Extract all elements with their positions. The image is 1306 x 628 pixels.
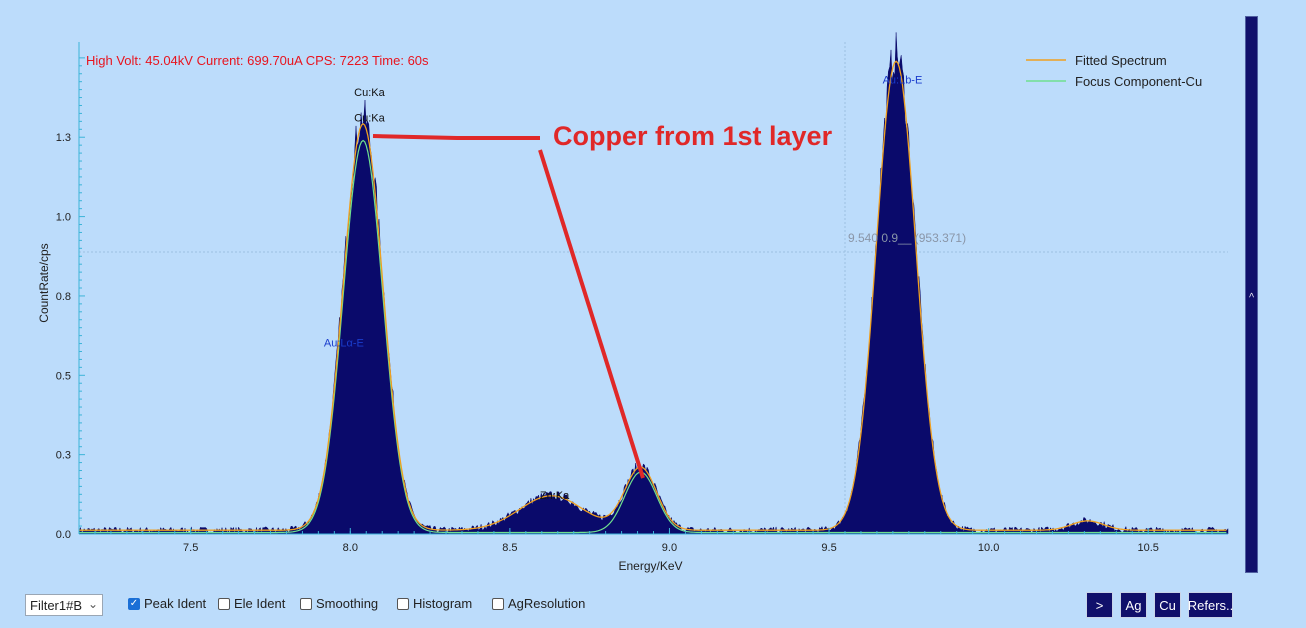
x-tick-label: 8.5: [502, 542, 517, 554]
next-button[interactable]: >: [1086, 592, 1113, 618]
spectrum-area: [78, 32, 1229, 535]
chevron-down-icon: ⌄: [87, 597, 98, 611]
side-panel-toggle[interactable]: <: [1245, 16, 1258, 573]
annotation: Copper from 1st layer: [372, 121, 833, 479]
y-axis-title: CountRate/cps: [37, 243, 51, 322]
checkbox-box: [397, 597, 409, 610]
y-tick-label: 1.0: [56, 212, 71, 224]
annotation-line: [372, 134, 540, 140]
focus-component-line: [79, 139, 1227, 534]
peak-label: Cu:Ka: [354, 87, 385, 99]
y-tick-label: 0.3: [56, 450, 71, 462]
legend-fitted-label: Fitted Spectrum: [1075, 53, 1167, 68]
x-tick-label: 10.5: [1137, 542, 1158, 554]
y-tick-label: 0.8: [56, 291, 71, 303]
checkbox-label: AgResolution: [508, 596, 586, 611]
ag-button[interactable]: Ag: [1120, 592, 1147, 618]
legend: Fitted Spectrum Focus Component-Cu: [1026, 53, 1202, 89]
spectrum-chart[interactable]: 0.0 0.3 0.5 0.8 1.0 1.3 7.5 8.0 8.5 9.0 9.5 10.0 10.…: [0, 0, 1245, 588]
checkbox-label: Histogram: [413, 596, 473, 611]
peak-label: Zn:Ka: [540, 490, 570, 502]
axes: 0.0 0.3 0.5 0.8 1.0 1.3 7.5 8.0 8.5 9.0 9.5 10.0 10.…: [37, 42, 1228, 573]
x-tick-label: 9.5: [821, 542, 836, 554]
peak-label: Cu:Ka: [354, 112, 385, 124]
annotation-arrow-line: [538, 149, 645, 479]
checkbox-box: [218, 597, 230, 610]
checkbox-label: Peak Ident: [144, 596, 207, 611]
y-tick-label: 0.0: [56, 529, 71, 541]
checkbox-box: ✓: [128, 597, 140, 610]
filter-select[interactable]: Filter1#B ⌄: [25, 594, 103, 616]
cu-button[interactable]: Cu: [1154, 592, 1181, 618]
checkbox-label: Ele Ident: [234, 596, 286, 611]
checkbox-histogram[interactable]: Histogram: [397, 596, 472, 611]
fitted-spectrum-line: [79, 60, 1227, 531]
checkbox-label: Smoothing: [316, 596, 379, 611]
y-tick-label: 1.3: [56, 132, 71, 144]
x-axis-title: Energy/KeV: [618, 559, 682, 573]
side-toggle-glyph: <: [1246, 291, 1257, 298]
annotation-text: Copper from 1st layer: [553, 121, 833, 151]
peak-label: Au:Lα-E: [324, 338, 364, 350]
x-tick-label: 10.0: [978, 542, 999, 554]
x-tick-label: 7.5: [183, 542, 198, 554]
spectrum-fill: [78, 32, 1229, 535]
checkbox-peak-ident[interactable]: ✓ Peak Ident: [128, 596, 206, 611]
checkbox-ele-ident[interactable]: Ele Ident: [218, 596, 285, 611]
peak-labels: Cu:Ka Cu:Ka Au:Lα-E Zn:Ka Au:Lb-E: [324, 74, 922, 502]
peak-label: Au:Lb-E: [883, 74, 923, 86]
legend-focus-label: Focus Component-Cu: [1075, 74, 1202, 89]
cursor-crosshair: [79, 42, 1228, 534]
checkbox-smoothing[interactable]: Smoothing: [300, 596, 378, 611]
cursor-readout: 9.540 0.9__ (953.371): [848, 231, 966, 245]
checkbox-ag-resolution[interactable]: AgResolution: [492, 596, 585, 611]
x-tick-label: 8.0: [343, 542, 358, 554]
checkbox-box: [300, 597, 312, 610]
control-bar: Filter1#B ⌄ ✓ Peak Ident Ele Ident Smooth…: [0, 588, 1306, 624]
checkbox-box: [492, 597, 504, 610]
acquisition-info: High Volt: 45.04kV Current: 699.70uA CPS…: [86, 53, 429, 68]
x-tick-label: 9.0: [662, 542, 677, 554]
refers-button[interactable]: Refers..: [1188, 592, 1233, 618]
y-tick-label: 0.5: [56, 370, 71, 382]
filter-value: Filter1#B: [30, 597, 83, 613]
